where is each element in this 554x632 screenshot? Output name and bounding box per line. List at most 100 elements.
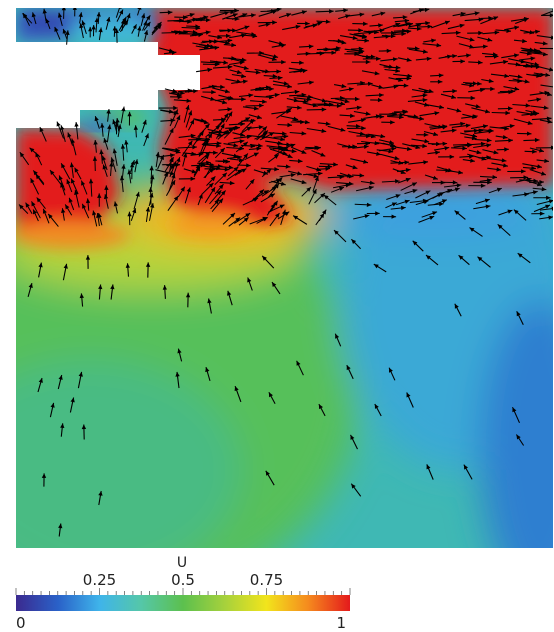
vector-arrowhead xyxy=(301,10,307,15)
vector-arrowhead xyxy=(81,424,87,430)
vector-arrowhead xyxy=(193,89,198,94)
vector-arrowhead xyxy=(127,169,132,175)
vector-arrowhead xyxy=(295,24,301,30)
vector-arrowhead xyxy=(335,333,340,339)
vector-arrowhead xyxy=(235,217,241,222)
vector-arrowhead xyxy=(360,118,366,123)
vector-arrowhead xyxy=(442,141,448,146)
vector-arrowhead xyxy=(149,165,154,171)
vector-arrowhead xyxy=(242,141,248,147)
vector-arrowhead xyxy=(365,59,371,65)
vector-arrowhead xyxy=(244,25,250,30)
vector-arrowhead xyxy=(411,182,417,187)
vector-arrowhead xyxy=(176,157,181,163)
vector-arrowhead xyxy=(224,167,230,172)
vector-arrowhead xyxy=(208,168,214,173)
vector-arrowhead xyxy=(527,120,533,125)
vector-arrowhead xyxy=(398,160,404,165)
vector-arrowhead xyxy=(79,23,84,29)
vector-arrowhead xyxy=(486,138,492,143)
vector-arrowhead xyxy=(159,155,164,160)
vector-arrowhead xyxy=(325,19,331,24)
vector-arrowhead xyxy=(246,134,252,139)
vector-arrowhead xyxy=(539,148,544,153)
vector-arrowhead xyxy=(221,190,226,196)
vector-arrowhead xyxy=(545,72,550,77)
vector-arrowhead xyxy=(243,153,248,159)
vector-arrowhead xyxy=(488,16,493,21)
vector-arrowhead xyxy=(280,137,285,142)
vector-arrowhead xyxy=(146,21,151,27)
vector-arrowhead xyxy=(514,53,519,58)
vector-arrowhead xyxy=(472,81,478,86)
vector-arrowhead xyxy=(253,197,259,202)
vector-arrowhead xyxy=(327,164,333,169)
vector-arrowhead xyxy=(478,128,484,133)
vector-arrowhead xyxy=(98,27,103,33)
vector-arrowhead xyxy=(223,130,229,135)
vector-arrowhead xyxy=(442,124,447,129)
vector-arrowhead xyxy=(92,210,97,216)
vector-arrow xyxy=(541,10,553,16)
vector-arrowhead xyxy=(69,162,75,168)
vector-arrowhead xyxy=(176,92,182,97)
vector-arrowhead xyxy=(395,194,401,199)
vector-arrowhead xyxy=(551,145,553,150)
vector-arrowhead xyxy=(118,8,122,9)
vector-arrowhead xyxy=(173,196,179,201)
vector-arrowhead xyxy=(380,11,386,16)
vector-arrowhead xyxy=(162,285,167,290)
vector-arrowhead xyxy=(222,172,227,178)
vector-arrowhead xyxy=(210,176,216,182)
vector-arrowhead xyxy=(323,195,329,200)
vector-arrowhead xyxy=(492,175,497,180)
vector-arrowhead xyxy=(506,28,511,33)
vector-arrowhead xyxy=(452,89,457,94)
vector-arrowhead xyxy=(88,26,93,32)
vector-arrowhead xyxy=(60,182,65,188)
vector-arrowhead xyxy=(180,90,185,96)
vector-arrowhead xyxy=(293,116,299,121)
vector-arrowhead xyxy=(359,12,365,17)
vector-arrowhead xyxy=(153,25,158,30)
vector-arrowhead xyxy=(539,180,544,185)
vector-arrowhead xyxy=(404,18,410,23)
vector-arrowhead xyxy=(180,186,185,192)
vector-arrowhead xyxy=(517,74,523,79)
vector-arrowhead xyxy=(458,170,463,175)
vector-arrowhead xyxy=(537,164,542,169)
vector-arrowhead xyxy=(422,93,428,98)
vector-arrowhead xyxy=(38,378,43,383)
vector-arrowhead xyxy=(358,46,364,51)
vector-arrowhead xyxy=(432,211,438,216)
vector-arrowhead xyxy=(300,119,305,125)
vector-arrowhead xyxy=(278,41,284,46)
vector-arrowhead xyxy=(19,152,25,158)
vector-arrowhead xyxy=(487,37,493,42)
vector-arrowhead xyxy=(413,114,419,119)
vector-arrowhead xyxy=(377,97,383,103)
vector-arrowhead xyxy=(423,132,429,137)
vector-arrowhead xyxy=(234,8,239,13)
colorbar: U 0.25 0.5 0.75 0 1 xyxy=(15,555,351,632)
vector-arrowhead xyxy=(401,31,406,37)
vector-arrowhead xyxy=(239,146,244,151)
vector-arrowhead xyxy=(517,253,523,258)
vector-arrowhead xyxy=(390,33,396,39)
vector-arrowhead xyxy=(504,147,509,152)
vector-arrowhead xyxy=(276,69,281,74)
vector-arrowhead xyxy=(262,99,267,104)
vector-arrowhead xyxy=(190,119,194,125)
vector-arrowhead xyxy=(126,13,131,19)
vector-arrowhead xyxy=(228,111,233,117)
vector-arrowhead xyxy=(444,146,450,151)
vector-arrowhead xyxy=(456,108,462,113)
vector-arrowhead xyxy=(451,94,456,99)
vector-arrowhead xyxy=(42,8,47,14)
vector-arrowhead xyxy=(223,60,228,65)
vector-arrowhead xyxy=(517,78,523,84)
vector-arrowhead xyxy=(363,144,369,149)
vector-arrowhead xyxy=(356,105,362,110)
vector-arrowhead xyxy=(277,75,283,81)
vector-arrowhead xyxy=(228,127,234,133)
